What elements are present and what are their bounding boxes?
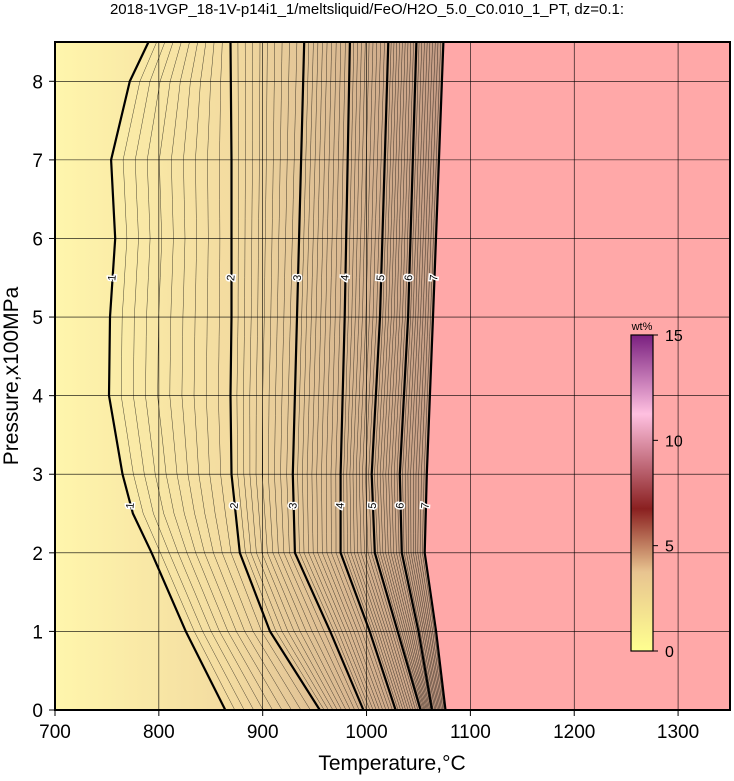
minor-contour — [379, 41, 425, 711]
contour-line — [370, 41, 422, 711]
contour-label: 5 — [375, 274, 387, 281]
contour-label: 4 — [334, 502, 346, 509]
minor-contour — [365, 41, 416, 711]
minor-contour — [311, 41, 377, 711]
minor-contour — [321, 41, 383, 711]
contour-label: 7 — [420, 502, 432, 509]
colorbar-tick-label: 0 — [665, 644, 674, 661]
minor-contour — [325, 41, 387, 711]
x-tick-label: 1000 — [345, 722, 387, 743]
minor-contour — [343, 41, 399, 711]
minor-contour — [419, 41, 444, 711]
contour-label: 6 — [394, 502, 406, 509]
minor-contour — [268, 41, 347, 711]
minor-contour — [410, 41, 438, 711]
minor-contour — [391, 41, 429, 711]
minor-contour — [335, 41, 393, 711]
y-tick-label: 1 — [32, 622, 43, 643]
colorbar-tick-label: 15 — [665, 328, 683, 345]
minor-contour — [316, 41, 380, 711]
minor-contour — [218, 41, 311, 711]
x-tick-label: 900 — [247, 722, 279, 743]
contour-line — [423, 41, 447, 711]
minor-contour — [205, 41, 302, 711]
y-tick-label: 6 — [32, 229, 43, 250]
minor-contour — [402, 41, 434, 711]
minor-contour — [261, 41, 342, 711]
minor-contour — [422, 41, 445, 711]
minor-contour — [120, 41, 236, 711]
minor-contour — [404, 41, 435, 711]
minor-contour — [280, 41, 355, 711]
minor-contour — [274, 41, 351, 711]
minor-contour — [306, 41, 374, 711]
minor-contour — [236, 41, 325, 711]
contour-label: 3 — [287, 502, 299, 509]
minor-contour — [243, 41, 329, 711]
minor-contour — [352, 41, 406, 711]
minor-contour — [413, 41, 439, 711]
minor-contour — [368, 41, 419, 711]
chart-title: 2018-1VGP_18-1V-p14i1_1/meltsliquid/FeO/… — [110, 1, 624, 18]
minor-contour — [255, 41, 338, 711]
minor-contour — [377, 41, 424, 711]
minor-contour — [297, 41, 367, 711]
contour-line — [291, 41, 365, 711]
minor-contour — [374, 41, 422, 711]
minor-contour — [286, 41, 360, 711]
minor-contour — [407, 41, 437, 711]
contour-label: 1 — [124, 502, 136, 509]
minor-contour — [417, 41, 442, 711]
minor-contour — [193, 41, 292, 711]
minor-contour — [396, 41, 432, 711]
colorbar — [630, 334, 654, 652]
x-tick-label: 800 — [143, 722, 175, 743]
contour-line — [398, 41, 434, 711]
x-tick-label: 1200 — [553, 722, 595, 743]
minor-contour — [133, 41, 245, 711]
minor-contour — [330, 41, 390, 711]
y-tick-label: 2 — [32, 544, 43, 565]
x-tick-label: 700 — [39, 722, 71, 743]
minor-contour — [169, 41, 273, 711]
contour-label: 4 — [339, 274, 351, 281]
y-tick-label: 7 — [32, 151, 43, 172]
plot-frame — [54, 41, 731, 711]
colorbar-label: wt% — [631, 321, 653, 333]
contour-label: 2 — [225, 274, 237, 281]
contour-line — [339, 41, 397, 711]
minor-contour — [346, 41, 401, 711]
y-tick-label: 8 — [32, 72, 43, 93]
x-axis-label: Temperature,°C — [318, 752, 465, 775]
x-tick-label: 1300 — [657, 722, 699, 743]
contour-label: 7 — [428, 274, 440, 281]
y-tick-label: 5 — [32, 308, 43, 329]
minor-contour — [388, 41, 428, 711]
x-tick-label: 1100 — [450, 722, 491, 743]
minor-contour — [181, 41, 283, 711]
minor-contour — [415, 41, 441, 711]
y-axis-label: Pressure,x100MPa — [0, 286, 23, 465]
contour-label: 1 — [106, 274, 118, 281]
minor-contour — [145, 41, 254, 711]
colorbar-tick-label: 5 — [665, 539, 674, 556]
minor-contour — [393, 41, 430, 711]
minor-contour — [385, 41, 427, 711]
y-tick-label: 3 — [32, 465, 43, 486]
minor-contour — [249, 42, 334, 711]
y-tick-label: 4 — [32, 387, 43, 408]
colorbar-tick-label: 10 — [665, 433, 683, 450]
minor-contour — [157, 41, 264, 711]
contour-label: 3 — [292, 274, 304, 281]
minor-contour — [359, 41, 411, 711]
minor-contour — [382, 41, 426, 711]
y-tick-label: 0 — [32, 701, 43, 722]
contour-label: 5 — [367, 502, 379, 509]
minor-contour — [302, 41, 371, 711]
contour-line — [229, 41, 321, 711]
contour-label: 2 — [229, 502, 241, 509]
contour-label: 6 — [403, 274, 415, 281]
